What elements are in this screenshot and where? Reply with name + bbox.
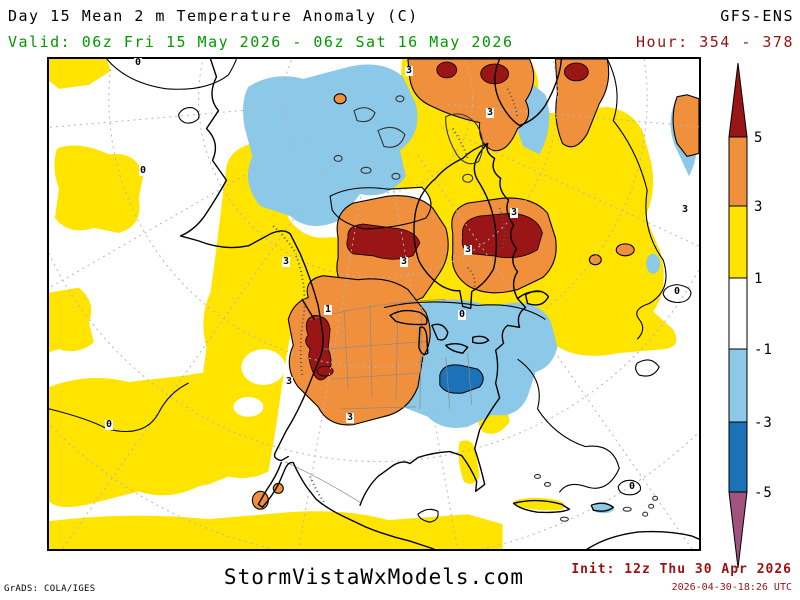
page-title: Day 15 Mean 2 m Temperature Anomaly (C) bbox=[8, 7, 419, 25]
header-line-1: Day 15 Mean 2 m Temperature Anomaly (C) … bbox=[8, 7, 794, 25]
generated-timestamp: 2026-04-30-18:26 UTC bbox=[671, 582, 792, 593]
contour-lines bbox=[49, 59, 692, 523]
colorbar-tick-1: 1 bbox=[754, 271, 763, 287]
model-name: GFS-ENS bbox=[720, 7, 794, 25]
colorbar-arrow-up bbox=[728, 62, 748, 138]
init-time: Init: 12z Thu 30 Apr 2026 bbox=[571, 562, 792, 577]
grads-credit: GrADS: COLA/IGES bbox=[4, 584, 96, 594]
colorbar-arrow-down bbox=[728, 491, 748, 569]
warm-anomaly-over-5 bbox=[305, 61, 589, 381]
valid-range: Valid: 06z Fri 15 May 2026 - 06z Sat 16 … bbox=[8, 33, 514, 51]
colorbar-tick-3: 3 bbox=[754, 199, 763, 215]
arctic-islands bbox=[333, 95, 659, 522]
colorbar: 5 3 1 -1 -3 -5 bbox=[728, 62, 773, 569]
colorbar-tick-5: 5 bbox=[754, 130, 763, 146]
colorbar-tick-m3: -3 bbox=[754, 415, 773, 431]
state-borders bbox=[284, 299, 473, 503]
forecast-hour-range: Hour: 354 - 378 bbox=[636, 33, 794, 51]
anomaly-map bbox=[49, 59, 699, 549]
colorbar-seg-m5-m3 bbox=[728, 421, 748, 493]
colorbar-seg-3-5 bbox=[728, 136, 748, 207]
coastlines bbox=[179, 59, 699, 549]
terrain-shading bbox=[272, 88, 519, 503]
colorbar-seg-m3-m1 bbox=[728, 348, 748, 423]
colorbar-seg-1-3 bbox=[728, 205, 748, 279]
colorbar-tick-m1: -1 bbox=[754, 342, 773, 358]
cool-anomaly-over-3 bbox=[439, 364, 484, 394]
colorbar-seg-neutral bbox=[728, 277, 748, 350]
header-line-2: Valid: 06z Fri 15 May 2026 - 06z Sat 16 … bbox=[8, 33, 794, 51]
colorbar-tick-m5: -5 bbox=[754, 485, 773, 501]
graticule bbox=[49, 59, 699, 549]
site-watermark: StormVistaWxModels.com bbox=[223, 565, 525, 589]
